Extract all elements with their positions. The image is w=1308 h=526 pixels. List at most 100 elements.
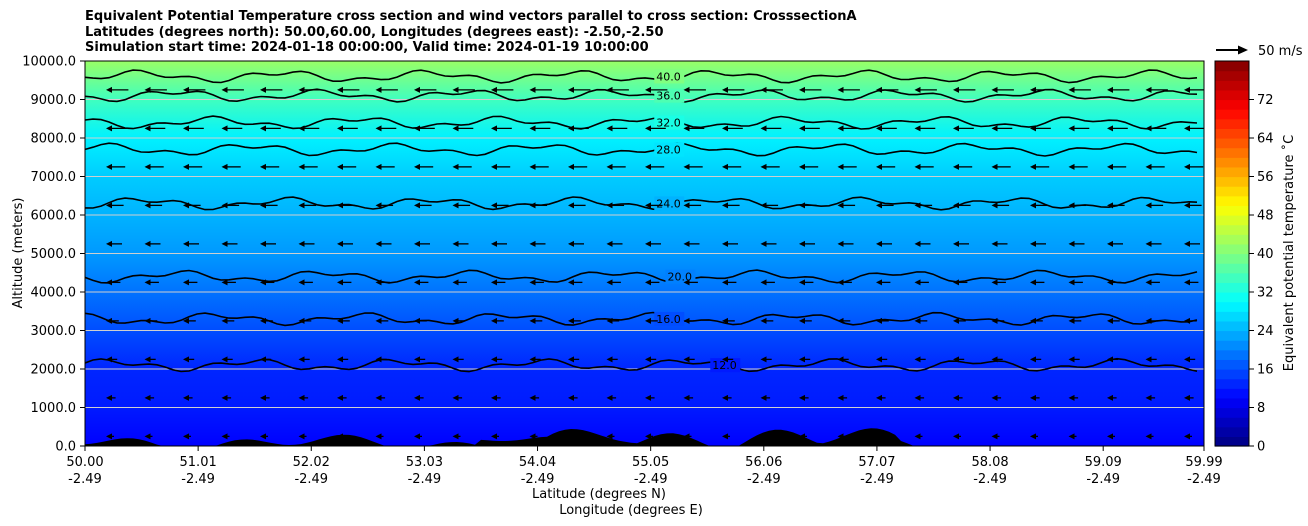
colorbar-segment xyxy=(1215,138,1249,149)
wind-vector-head xyxy=(1030,86,1036,93)
colorbar-tick-label: 48 xyxy=(1257,209,1274,224)
wind-vector-head xyxy=(876,240,882,247)
wind-vector-head xyxy=(183,202,189,209)
colorbar-segment xyxy=(1215,205,1249,216)
x-tick-label-lat: 55.05 xyxy=(632,455,669,470)
wind-vector-head xyxy=(722,202,728,209)
wind-vector-head xyxy=(837,240,844,247)
colorbar-segment xyxy=(1215,128,1249,139)
wind-vector-head xyxy=(1107,317,1113,324)
wind-vector-head xyxy=(221,394,228,401)
wind-vector-head xyxy=(375,163,382,170)
wind-vector-head xyxy=(645,433,651,440)
wind-vector-head xyxy=(106,356,112,363)
wind-vector-head xyxy=(260,125,266,132)
colorbar-tick-label: 64 xyxy=(1257,132,1274,147)
wind-vector-head xyxy=(760,125,767,132)
y-tick-label: 4000.0 xyxy=(31,286,77,301)
colorbar-segment xyxy=(1215,397,1249,409)
wind-vector-head xyxy=(1184,317,1190,324)
colorbar-tick-label: 72 xyxy=(1257,93,1274,108)
contour-label: 32.0 xyxy=(656,117,681,130)
wind-vector-head xyxy=(837,125,844,132)
wind-vector-head xyxy=(1107,356,1113,363)
wind-vector-head xyxy=(1184,163,1190,170)
wind-vector-head xyxy=(1107,125,1113,132)
colorbar-segment xyxy=(1215,80,1249,91)
wind-vector-head xyxy=(991,433,998,440)
colorbar-segment xyxy=(1215,224,1249,235)
wind-vector-head xyxy=(337,279,343,286)
wind-vector-head xyxy=(337,202,343,209)
wind-vector-head xyxy=(722,356,728,363)
wind-vector-head xyxy=(375,240,382,247)
wind-vector-head xyxy=(606,86,613,93)
wind-vector-head xyxy=(375,317,382,324)
wind-vector-head xyxy=(645,163,651,170)
wind-vector-head xyxy=(606,317,613,324)
wind-vector-head xyxy=(1107,163,1113,170)
wind-vector-head xyxy=(914,163,921,170)
wind-vector-head xyxy=(1068,125,1075,132)
quiver-key-label: 50 m/s xyxy=(1258,44,1303,59)
wind-vector-head xyxy=(645,279,651,286)
contour-label-bg xyxy=(654,88,685,103)
wind-vector-head xyxy=(568,202,574,209)
wind-vector-head xyxy=(876,163,882,170)
colorbar-segment xyxy=(1215,195,1249,206)
y-tick-label: 3000.0 xyxy=(31,324,77,339)
wind-vector-head xyxy=(144,279,151,286)
wind-vector-head xyxy=(298,356,305,363)
wind-vector-head xyxy=(529,240,536,247)
gridlines xyxy=(85,99,1204,408)
wind-vector-head xyxy=(1145,202,1152,209)
wind-vector-head xyxy=(953,433,959,440)
wind-vector-head xyxy=(144,433,151,440)
contour-label: 20.0 xyxy=(667,271,692,284)
wind-vector-head xyxy=(1030,125,1036,132)
wind-vector-head xyxy=(183,86,189,93)
wind-vector-head xyxy=(760,279,767,286)
wind-vector-head xyxy=(914,356,921,363)
wind-vector-head xyxy=(1030,394,1036,401)
wind-vector-head xyxy=(606,240,613,247)
wind-vector-head xyxy=(760,356,767,363)
wind-vector-head xyxy=(799,163,805,170)
wind-vector-head xyxy=(106,394,112,401)
wind-vector-head xyxy=(144,86,151,93)
wind-vector-head xyxy=(953,86,959,93)
wind-vector-head xyxy=(914,86,921,93)
x-tick-label-lat: 51.01 xyxy=(180,455,217,470)
contour-label: 28.0 xyxy=(656,144,681,157)
colorbar-segment xyxy=(1215,369,1249,380)
wind-vector-head xyxy=(799,317,805,324)
contour-line xyxy=(85,69,1198,84)
wind-vector-head xyxy=(1030,279,1036,286)
wind-vector-head xyxy=(106,202,112,209)
wind-vector-head xyxy=(1068,202,1075,209)
contour-label: 40.0 xyxy=(656,70,681,83)
wind-vector-head xyxy=(1068,433,1075,440)
wind-vector-head xyxy=(414,356,420,363)
wind-vector-head xyxy=(953,125,959,132)
x-tick-label-lon: -2.49 xyxy=(521,472,555,487)
wind-vector-head xyxy=(298,394,305,401)
wind-vector-head xyxy=(953,240,959,247)
wind-vector-head xyxy=(491,356,497,363)
wind-vector-head xyxy=(414,394,420,401)
colorbar-segment xyxy=(1215,147,1249,158)
y-tick-label: 9000.0 xyxy=(31,93,77,108)
wind-vector-head xyxy=(876,356,882,363)
wind-vector-head xyxy=(683,394,690,401)
x-tick-label-lon: -2.49 xyxy=(747,472,781,487)
wind-vector-head xyxy=(221,240,228,247)
colorbar-segment xyxy=(1215,253,1249,264)
wind-vector-head xyxy=(260,163,266,170)
contour-label: 12.0 xyxy=(712,359,737,372)
wind-vector-head xyxy=(529,317,536,324)
wind-vector-head xyxy=(529,86,536,93)
wind-vector-head xyxy=(221,317,228,324)
colorbar-segment xyxy=(1215,301,1249,312)
wind-vector-head xyxy=(799,279,805,286)
